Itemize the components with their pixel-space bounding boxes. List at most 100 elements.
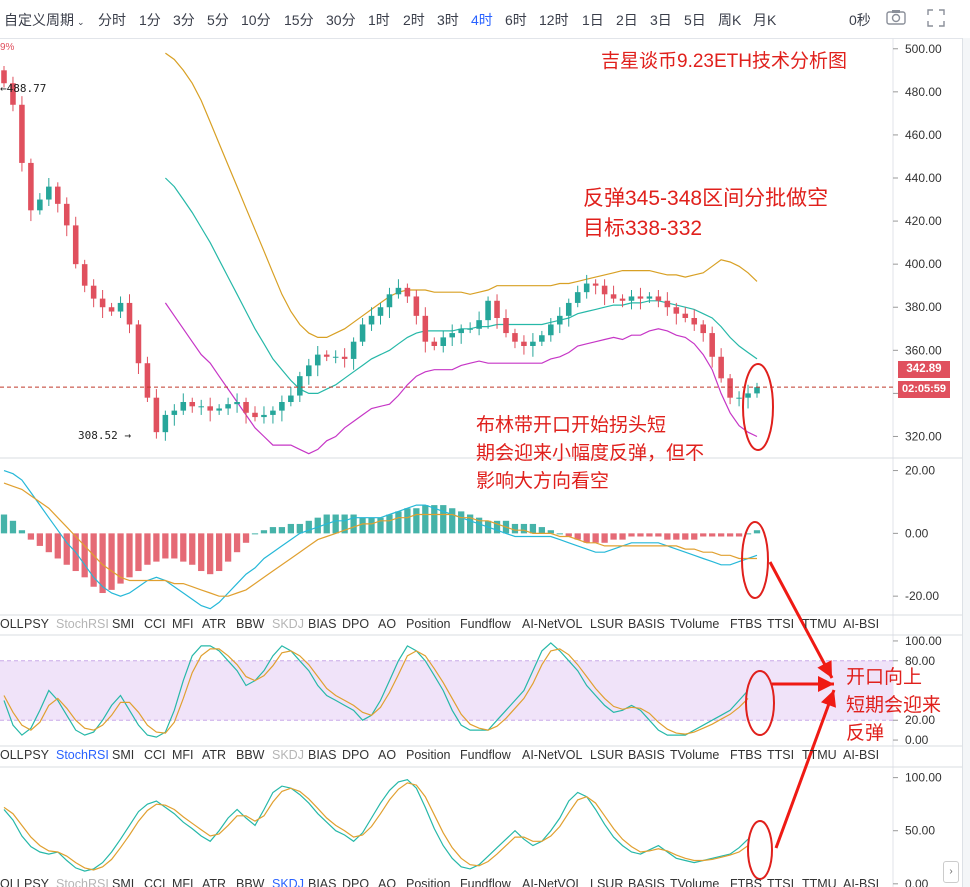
indicator-tab-basis[interactable]: BASIS [628, 877, 665, 887]
indicator-tab-stochrsi[interactable]: StochRSI [56, 877, 109, 887]
tf-12h[interactable]: 12时 [539, 12, 569, 28]
tf-6h[interactable]: 6时 [505, 12, 527, 28]
tf-1m[interactable]: 1分 [139, 12, 161, 28]
indicator-tab-psy[interactable]: PSY [24, 748, 50, 762]
tf-2h[interactable]: 2时 [403, 12, 425, 28]
indicator-tab-mfi[interactable]: MFI [172, 877, 194, 887]
indicator-tab-ttmu[interactable]: TTMU [802, 617, 837, 631]
indicator-tab-cci[interactable]: CCI [144, 877, 166, 887]
indicator-tab-skdj[interactable]: SKDJ [272, 748, 304, 762]
indicator-tab-mfi[interactable]: MFI [172, 617, 194, 631]
indicator-tab-position[interactable]: Position [406, 877, 451, 887]
indicator-tab-ai-netvol[interactable]: AI-NetVOL [522, 617, 583, 631]
indicator-tab-ai-bsi[interactable]: AI-BSI [843, 617, 880, 631]
indicator-tab-fundflow[interactable]: Fundflow [460, 617, 511, 631]
indicator-tab-ftbs[interactable]: FTBS [730, 748, 762, 762]
indicator-tab-cci[interactable]: CCI [144, 617, 166, 631]
candle-body [673, 307, 680, 314]
indicator-tab-fundflow[interactable]: Fundflow [460, 748, 511, 762]
tf-timeshare[interactable]: 分时 [98, 12, 126, 28]
indicator-tab-psy[interactable]: PSY [24, 617, 50, 631]
indicator-tab-ttsi[interactable]: TTSI [767, 877, 795, 887]
indicator-tab-lsur[interactable]: LSUR [590, 617, 624, 631]
indicator-tab-bbw[interactable]: BBW [236, 617, 265, 631]
indicator-tab-bias[interactable]: BIAS [308, 748, 337, 762]
indicator-tab-dpo[interactable]: DPO [342, 617, 370, 631]
indicator-tab-dpo[interactable]: DPO [342, 748, 370, 762]
indicator-tab-oll[interactable]: OLL [0, 877, 24, 887]
tf-15m[interactable]: 15分 [284, 12, 314, 28]
indicator-tab-oll[interactable]: OLL [0, 617, 24, 631]
indicator-tab-ai-netvol[interactable]: AI-NetVOL [522, 877, 583, 887]
chart-canvas[interactable]: 320.00340.00360.00380.00400.00420.00440.… [0, 38, 970, 887]
indicator-tab-atr[interactable]: ATR [202, 877, 227, 887]
indicator-tab-tvolume[interactable]: TVolume [670, 617, 720, 631]
indicator-tab-ttmu[interactable]: TTMU [802, 877, 837, 887]
indicator-tab-skdj[interactable]: SKDJ [272, 877, 304, 887]
indicator-tab-skdj[interactable]: SKDJ [272, 617, 304, 631]
indicator-tab-tvolume[interactable]: TVolume [670, 748, 720, 762]
tf-10m[interactable]: 10分 [241, 12, 271, 28]
indicator-tab-ai-bsi[interactable]: AI-BSI [843, 748, 880, 762]
candle-body [521, 341, 527, 346]
indicator-tab-ai-bsi[interactable]: AI-BSI [843, 877, 880, 887]
tf-week[interactable]: 周K [718, 12, 742, 28]
indicator-tab-lsur[interactable]: LSUR [590, 877, 624, 887]
tf-3d[interactable]: 3日 [650, 12, 672, 28]
tf-1h[interactable]: 1时 [368, 12, 390, 28]
indicator-tab-atr[interactable]: ATR [202, 617, 227, 631]
fullscreen-icon[interactable] [927, 9, 945, 27]
indicator-tab-basis[interactable]: BASIS [628, 748, 665, 762]
indicator-tab-smi[interactable]: SMI [112, 877, 135, 887]
tf-month[interactable]: 月K [753, 12, 777, 28]
custom-period-dropdown[interactable]: 自定义周期 ⌄ [4, 10, 85, 30]
indicator-tab-tvolume[interactable]: TVolume [670, 877, 720, 887]
tf-30m[interactable]: 30分 [326, 12, 356, 28]
macd-histogram-bar [207, 533, 214, 575]
indicator-tab-position[interactable]: Position [406, 748, 451, 762]
indicator-tab-ttsi[interactable]: TTSI [767, 748, 795, 762]
indicator-tab-ttsi[interactable]: TTSI [767, 617, 795, 631]
indicator-tab-stochrsi[interactable]: StochRSI [56, 617, 109, 631]
stochrsi-ytick-label: 100.00 [905, 634, 942, 648]
indicator-tab-oll[interactable]: OLL [0, 748, 24, 762]
camera-icon[interactable] [886, 9, 906, 25]
tf-4h[interactable]: 4时 [471, 12, 493, 28]
indicator-tab-ftbs[interactable]: FTBS [730, 877, 762, 887]
indicator-tab-smi[interactable]: SMI [112, 748, 135, 762]
indicator-tab-bbw[interactable]: BBW [236, 748, 265, 762]
indicator-tab-bias[interactable]: BIAS [308, 617, 337, 631]
indicator-tab-basis[interactable]: BASIS [628, 617, 665, 631]
analysis-title: 吉星谈币9.23ETH技术分析图 [601, 51, 847, 72]
indicator-tab-atr[interactable]: ATR [202, 748, 227, 762]
tf-3h[interactable]: 3时 [437, 12, 459, 28]
indicator-tab-ttmu[interactable]: TTMU [802, 748, 837, 762]
tf-3m[interactable]: 3分 [173, 12, 195, 28]
candle-body [323, 354, 330, 357]
indicator-tab-dpo[interactable]: DPO [342, 877, 370, 887]
indicator-tab-psy[interactable]: PSY [24, 877, 50, 887]
indicator-tab-stochrsi[interactable]: StochRSI [56, 748, 109, 762]
scroll-right-button[interactable]: › [943, 861, 959, 883]
indicator-tab-position[interactable]: Position [406, 617, 451, 631]
indicator-tab-bbw[interactable]: BBW [236, 877, 265, 887]
indicator-tab-smi[interactable]: SMI [112, 617, 135, 631]
indicator-tab-ao[interactable]: AO [378, 748, 397, 762]
candle-body [583, 283, 590, 293]
indicator-tab-ao[interactable]: AO [378, 617, 397, 631]
indicator-tab-fundflow[interactable]: Fundflow [460, 877, 511, 887]
tf-5m[interactable]: 5分 [207, 12, 229, 28]
indicator-tab-ftbs[interactable]: FTBS [730, 617, 762, 631]
indicator-tab-bias[interactable]: BIAS [308, 877, 337, 887]
seconds-toggle[interactable]: 0秒 [849, 12, 871, 28]
indicator-tab-ai-netvol[interactable]: AI-NetVOL [522, 748, 583, 762]
tf-5d[interactable]: 5日 [684, 12, 706, 28]
indicator-tab-mfi[interactable]: MFI [172, 748, 194, 762]
price-ytick-label: 440.00 [905, 171, 942, 185]
tf-1d[interactable]: 1日 [582, 12, 604, 28]
indicator-tab-lsur[interactable]: LSUR [590, 748, 624, 762]
indicator-tab-cci[interactable]: CCI [144, 748, 166, 762]
tf-2d[interactable]: 2日 [616, 12, 638, 28]
indicator-tab-ao[interactable]: AO [378, 877, 397, 887]
bollinger-lower-line [164, 302, 758, 455]
